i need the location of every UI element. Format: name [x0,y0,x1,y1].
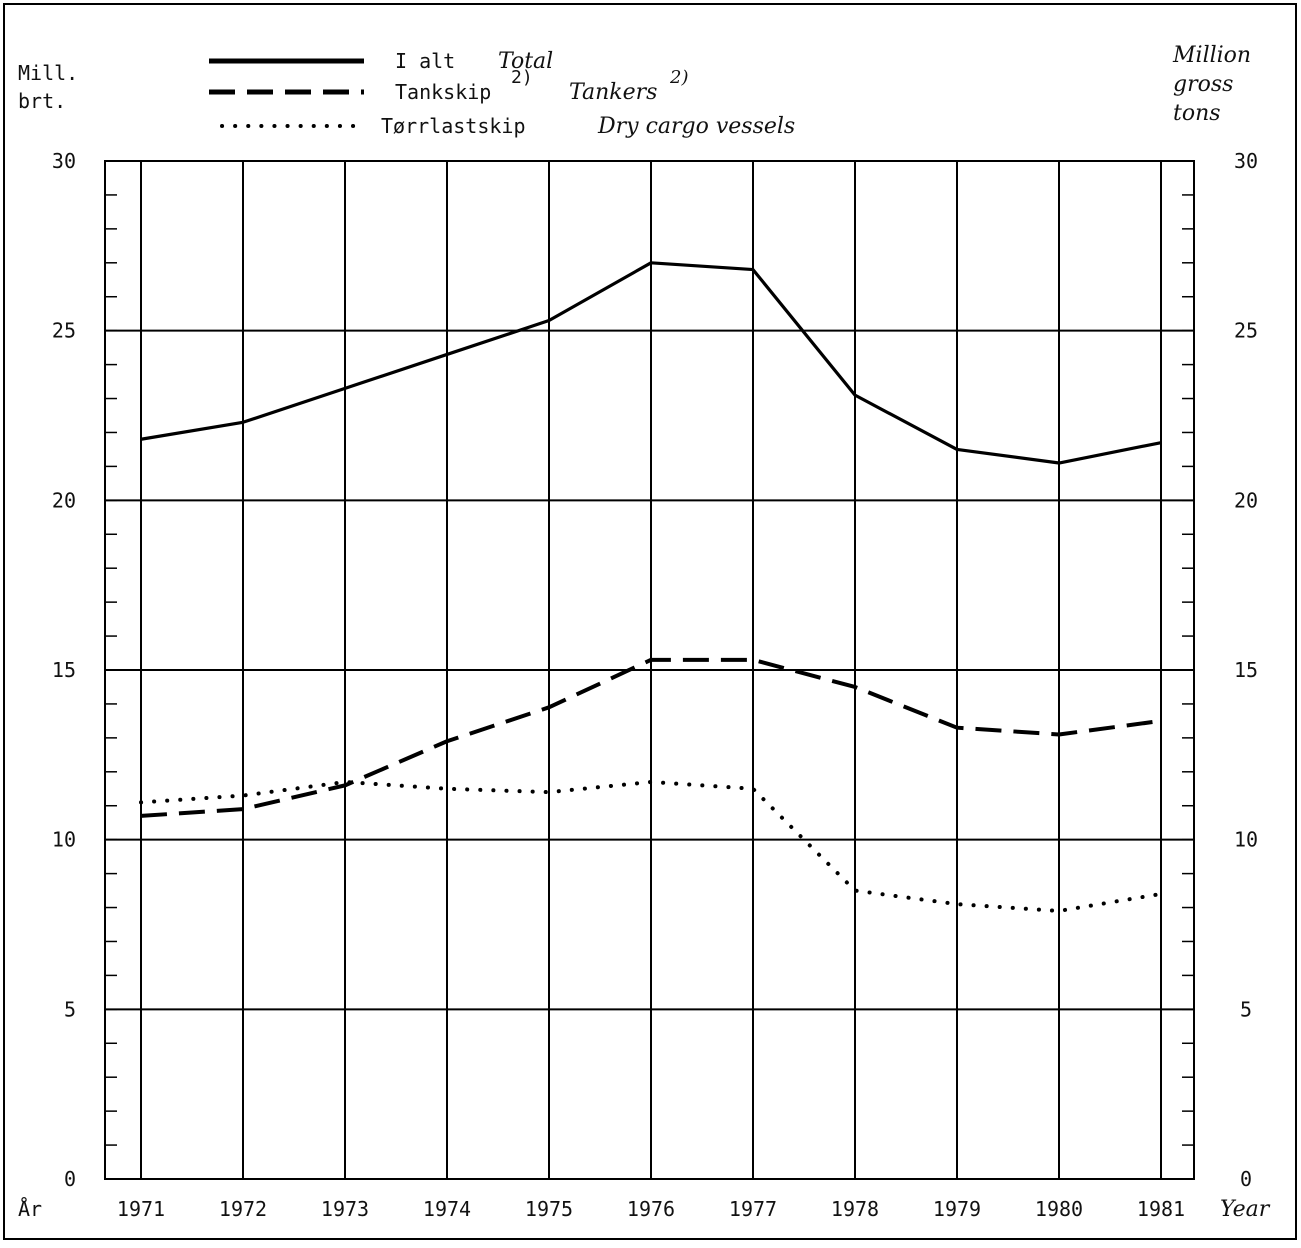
x-tick-label: 1980 [1035,1197,1083,1221]
data-point-2 [140,801,142,804]
data-point-0 [1160,441,1162,444]
data-point-1 [548,706,550,709]
y-tick-label-right: 20 [1234,488,1258,512]
data-point-1 [956,726,958,729]
data-point-1 [140,815,142,817]
legend-label-dry-cargo-en: Dry cargo vessels [597,114,795,139]
axis-ticks: 1971 1972 1973 1974 1975 1976 1977 1978 1979 1980… [52,149,1258,1221]
y-tick-label-right: 25 [1234,319,1258,343]
data-point-1 [854,686,856,688]
data-point-1 [446,740,448,743]
data-point-0 [854,394,856,396]
right-axis-label-line2: gross [1173,72,1233,97]
left-axis-label-line2: brt. [18,89,66,113]
data-point-2 [752,787,754,790]
axis-labels: Mill. brt. Million gross tons År Year [18,43,1271,1222]
y-tick-label-left: 0 [64,1167,76,1191]
legend-label-tankers: Tankskip [395,80,491,104]
x-tick-label: 1975 [525,1197,573,1221]
data-point-0 [140,438,142,441]
data-point-0 [650,262,652,264]
data-point-2 [548,791,550,793]
x-tick-label: 1976 [627,1197,675,1221]
y-tick-label-left: 25 [52,319,76,343]
series-group [139,261,1163,913]
data-point-0 [1058,462,1060,464]
y-tick-label-left: 20 [52,488,76,512]
plot-frame [104,160,1195,1180]
x-tick-label: 1981 [1137,1197,1185,1221]
data-point-1 [344,784,346,787]
legend-label-tankers-en-sup: 2) [669,67,688,88]
data-point-1 [650,659,652,661]
right-axis-label-line1: Million [1172,43,1251,68]
y-tick-label-right: 30 [1234,149,1258,173]
x-axis-label-right: Year [1220,1197,1271,1222]
data-point-0 [956,448,958,451]
grid [105,161,1194,1179]
legend: I alt Total Tankskip 2) Tankers 2) Tørrl… [209,49,795,139]
legend-label-tankers-sup: 2) [511,67,533,88]
data-point-2 [1160,893,1162,895]
y-tick-label-left: 30 [52,149,76,173]
x-tick-label: 1974 [423,1197,471,1221]
x-tick-label: 1971 [117,1197,165,1221]
x-axis-label-left: År [18,1197,42,1221]
data-point-2 [650,781,652,783]
data-point-1 [1058,733,1060,736]
data-point-1 [242,808,244,810]
y-tick-label-left: 15 [52,658,76,682]
data-point-0 [548,319,550,322]
data-point-2 [956,903,958,905]
y-tick-label-right: 0 [1240,1167,1252,1191]
data-point-0 [344,387,346,390]
y-tick-label-right: 10 [1234,828,1258,852]
x-tick-label: 1973 [321,1197,369,1221]
y-tick-label-left: 10 [52,828,76,852]
data-point-2 [1058,910,1060,912]
data-point-2 [344,781,346,783]
y-tick-label-right: 5 [1240,997,1252,1021]
x-tick-label: 1979 [933,1197,981,1221]
data-point-0 [242,421,244,424]
data-point-0 [752,268,754,271]
legend-label-tankers-en: Tankers [569,80,657,105]
data-point-2 [446,787,448,790]
data-point-2 [242,794,244,797]
data-point-0 [446,353,448,356]
y-tick-label-left: 5 [64,997,76,1021]
y-tick-label-right: 15 [1234,658,1258,682]
data-point-1 [1160,720,1162,722]
left-axis-label-line1: Mill. [18,61,78,85]
legend-label-dry-cargo: Tørrlastskip [381,114,526,138]
x-tick-label: 1977 [729,1197,777,1221]
data-point-2 [854,889,856,892]
legend-label-total-en: Total [498,49,553,74]
x-tick-label: 1978 [831,1197,879,1221]
x-tick-label: 1972 [219,1197,267,1221]
data-point-1 [752,659,754,661]
legend-label-total: I alt [395,49,455,73]
right-axis-label-line3: tons [1173,101,1221,126]
